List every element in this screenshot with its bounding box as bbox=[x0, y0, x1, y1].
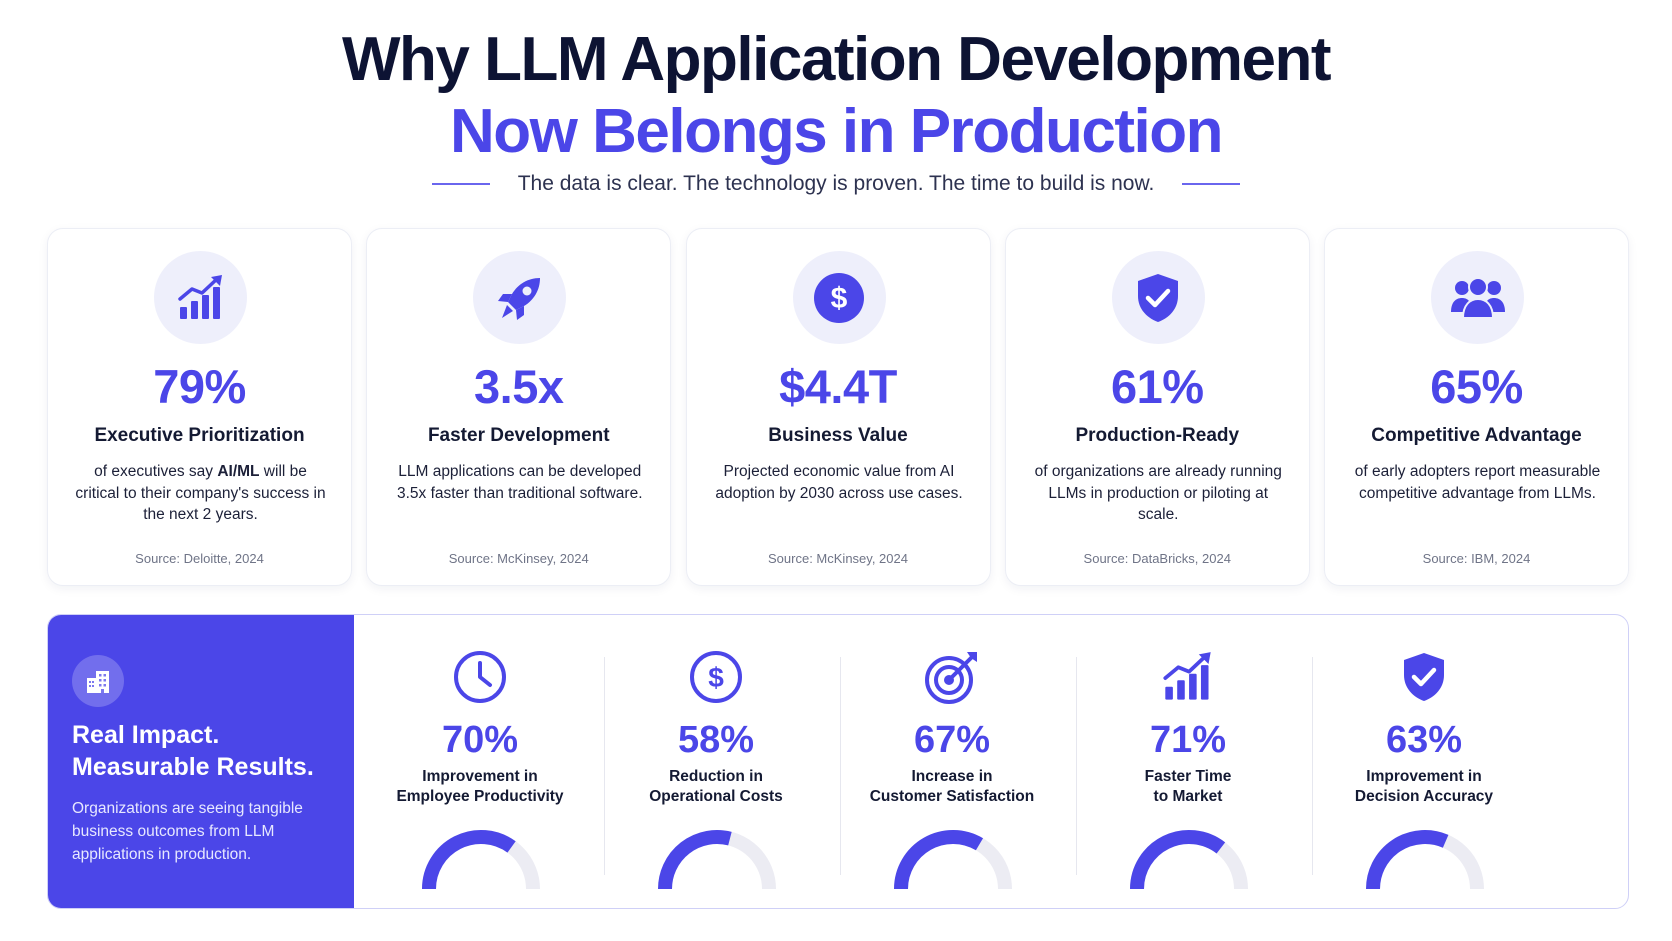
stat-label: Business Value bbox=[768, 425, 908, 446]
metric-value: 71% bbox=[1149, 719, 1227, 761]
title-line-1: Why LLM Application Development bbox=[341, 25, 1332, 94]
metric-label-line-2: Operational Costs bbox=[649, 788, 783, 805]
desc-text: LLM applications can be developed 3.5x f… bbox=[396, 463, 643, 502]
metric-label-line-1: Faster Time bbox=[1144, 768, 1232, 785]
stat-card-executive-prioritization: 79% Executive Prioritization of executiv… bbox=[47, 228, 352, 586]
metric-gauge bbox=[658, 830, 776, 889]
stat-label: Faster Development bbox=[427, 425, 610, 446]
stat-description: of organizations are already running LLM… bbox=[1030, 461, 1287, 526]
shield-check-icon bbox=[1111, 251, 1205, 344]
impact-title-line-1: Real Impact. bbox=[72, 721, 220, 749]
metric-value: 58% bbox=[677, 719, 755, 761]
stat-value: 61% bbox=[1110, 360, 1204, 413]
metric-label-line-2: Decision Accuracy bbox=[1354, 788, 1494, 805]
metric-label: Increase in Customer Satisfaction bbox=[826, 767, 1078, 807]
metric-value: 70% bbox=[441, 719, 519, 761]
stat-value: $4.4T bbox=[779, 360, 897, 413]
building-icon bbox=[72, 655, 124, 707]
stat-label: Executive Prioritization bbox=[94, 425, 305, 446]
header: Why LLM Application Development Now Belo… bbox=[0, 24, 1672, 168]
subtitle-divider-right bbox=[1182, 183, 1241, 185]
target-icon bbox=[922, 647, 982, 707]
metric-label: Faster Time to Market bbox=[1062, 767, 1314, 807]
metric-label: Improvement in Decision Accuracy bbox=[1298, 767, 1550, 807]
metric-label-line-1: Improvement in bbox=[422, 768, 538, 785]
stat-label: Production-Ready bbox=[1075, 425, 1240, 446]
metric-decision-accuracy: 63% Improvement in Decision Accuracy bbox=[1298, 615, 1550, 908]
metric-employee-productivity: 70% Improvement in Employee Productivity bbox=[354, 615, 606, 908]
stat-card-faster-development: 3.5x Faster Development LLM applications… bbox=[366, 228, 672, 586]
impact-title-line-2: Measurable Results. bbox=[72, 753, 314, 781]
impact-metrics: 70% Improvement in Employee Productivity… bbox=[354, 615, 1628, 908]
desc-text: of executives say bbox=[94, 463, 218, 480]
metric-divider bbox=[604, 657, 605, 875]
metric-time-to-market: 71% Faster Time to Market bbox=[1062, 615, 1314, 908]
shield-check-icon bbox=[1394, 647, 1454, 707]
desc-text: Projected economic value from AI adoptio… bbox=[715, 463, 963, 502]
clock-icon bbox=[450, 647, 510, 707]
stat-description: of early adopters report measurable comp… bbox=[1349, 461, 1606, 504]
stat-value: 65% bbox=[1430, 360, 1523, 413]
desc-bold-text: AI/ML bbox=[217, 463, 260, 480]
desc-text-end: will be critical to their company's succ… bbox=[75, 463, 326, 523]
impact-panel: Real Impact. Measurable Results. Organiz… bbox=[47, 614, 1629, 909]
metric-divider bbox=[1312, 657, 1313, 875]
subtitle-divider-left bbox=[431, 183, 490, 185]
metric-label-line-1: Increase in bbox=[911, 768, 993, 785]
metric-label-line-2: Customer Satisfaction bbox=[869, 788, 1035, 805]
impact-description: Organizations are seeing tangible busine… bbox=[72, 800, 303, 863]
stat-cards: 79% Executive Prioritization of executiv… bbox=[47, 228, 1629, 586]
stat-source: Source: Deloitte, 2024 bbox=[135, 551, 264, 566]
metric-gauge bbox=[1366, 830, 1484, 889]
title-line-2: Now Belongs in Production bbox=[450, 97, 1223, 166]
metric-label: Reduction in Operational Costs bbox=[590, 767, 842, 807]
dollar-icon: $ bbox=[792, 251, 886, 344]
metric-label-line-2: Employee Productivity bbox=[396, 788, 564, 805]
subtitle: The data is clear. The technology is pro… bbox=[517, 172, 1155, 195]
metric-label-line-2: to Market bbox=[1153, 788, 1223, 805]
users-icon bbox=[1431, 251, 1524, 344]
impact-title: Real Impact. Measurable Results. bbox=[72, 719, 342, 783]
stat-source: Source: IBM, 2024 bbox=[1422, 551, 1531, 566]
metric-divider bbox=[840, 657, 841, 875]
stat-value: 79% bbox=[153, 360, 246, 413]
stat-source: Source: McKinsey, 2024 bbox=[768, 551, 908, 566]
metric-value: 67% bbox=[913, 719, 991, 761]
desc-text: of organizations are already running LLM… bbox=[1034, 463, 1282, 523]
impact-intro: Real Impact. Measurable Results. Organiz… bbox=[48, 615, 354, 908]
stat-label: Competitive Advantage bbox=[1371, 425, 1582, 446]
metric-divider bbox=[1076, 657, 1077, 875]
stat-source: Source: McKinsey, 2024 bbox=[448, 551, 589, 566]
svg-text:$: $ bbox=[831, 282, 848, 315]
metric-gauge bbox=[422, 830, 540, 889]
metric-label-line-1: Improvement in bbox=[1366, 768, 1482, 785]
stat-description: of executives say AI/ML will be critical… bbox=[72, 461, 329, 526]
subtitle-row: The data is clear. The technology is pro… bbox=[0, 172, 1672, 196]
metric-value: 63% bbox=[1385, 719, 1463, 761]
metric-label: Improvement in Employee Productivity bbox=[354, 767, 606, 807]
stat-description: LLM applications can be developed 3.5x f… bbox=[391, 461, 648, 504]
stat-source: Source: DataBricks, 2024 bbox=[1083, 551, 1231, 566]
growth-chart-icon bbox=[1158, 647, 1218, 707]
stat-card-competitive-advantage: 65% Competitive Advantage of early adopt… bbox=[1324, 228, 1629, 586]
metric-operational-costs: $ 58% Reduction in Operational Costs bbox=[590, 615, 842, 908]
metric-customer-satisfaction: 67% Increase in Customer Satisfaction bbox=[826, 615, 1078, 908]
metric-gauge bbox=[1130, 830, 1248, 889]
desc-text: of early adopters report measurable comp… bbox=[1354, 463, 1601, 502]
svg-text:$: $ bbox=[708, 662, 724, 693]
stat-value: 3.5x bbox=[474, 360, 564, 413]
stat-description: Projected economic value from AI adoptio… bbox=[711, 461, 968, 504]
dollar-circle-icon: $ bbox=[686, 647, 746, 707]
metric-label-line-1: Reduction in bbox=[669, 768, 763, 785]
metric-gauge bbox=[894, 830, 1012, 889]
growth-chart-icon bbox=[154, 251, 247, 344]
stat-card-production-ready: 61% Production-Ready of organizations ar… bbox=[1004, 228, 1310, 586]
stat-card-business-value: $ $4.4T Business Value Projected economi… bbox=[685, 228, 991, 586]
rocket-icon bbox=[473, 251, 567, 344]
